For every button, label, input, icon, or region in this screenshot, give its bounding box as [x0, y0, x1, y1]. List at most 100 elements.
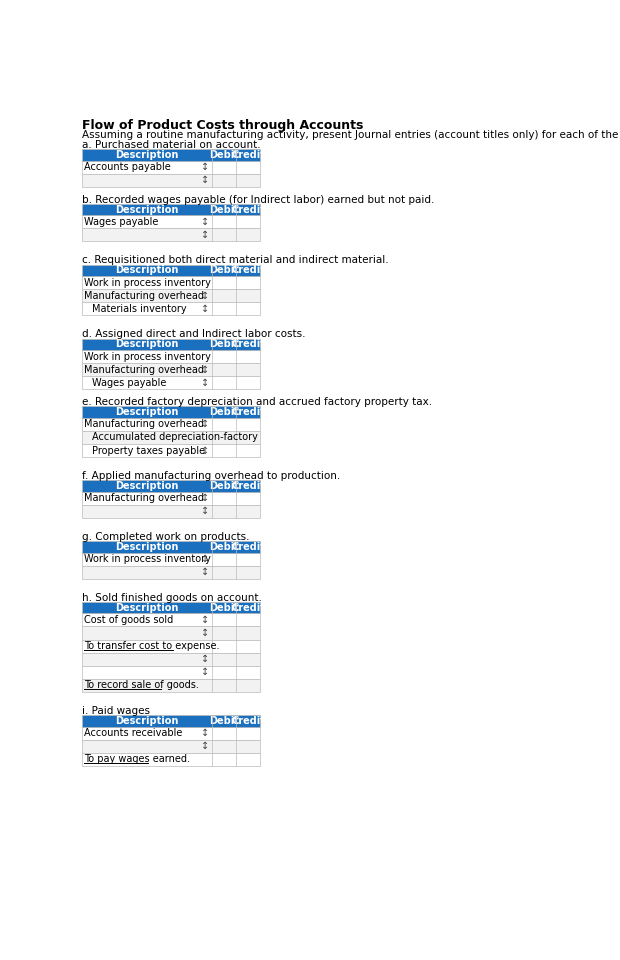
Text: Manufacturing overhead: Manufacturing overhead [84, 493, 205, 503]
Text: To record sale of goods.: To record sale of goods. [84, 681, 200, 690]
Text: Manufacturing overhead: Manufacturing overhead [84, 291, 205, 300]
Text: ↕: ↕ [200, 554, 209, 564]
Text: c. Requisitioned both direct material and indirect material.: c. Requisitioned both direct material an… [82, 255, 389, 265]
Text: d. Assigned direct and Indirect labor costs.: d. Assigned direct and Indirect labor co… [82, 329, 306, 339]
Bar [82, 431, 260, 444]
Text: Accounts receivable: Accounts receivable [84, 728, 183, 738]
Text: Credit: Credit [231, 265, 265, 276]
Text: Description: Description [115, 541, 179, 552]
Bar [82, 565, 260, 579]
Text: ↕: ↕ [200, 493, 209, 503]
Bar [82, 553, 260, 565]
Bar [82, 753, 260, 766]
Bar [82, 228, 260, 242]
Text: Debit: Debit [210, 481, 239, 491]
Text: Credit: Credit [231, 407, 265, 417]
Text: Accounts payable: Accounts payable [84, 162, 171, 172]
Bar [82, 739, 260, 753]
Text: Manufacturing overhead: Manufacturing overhead [84, 365, 205, 374]
Text: Wages payable: Wages payable [92, 378, 167, 388]
Text: Assuming a routine manufacturing activity, present Journal entries (account titl: Assuming a routine manufacturing activit… [82, 130, 620, 140]
Text: ↕: ↕ [200, 162, 209, 172]
Text: ↕: ↕ [200, 615, 209, 625]
Bar [82, 665, 260, 679]
Text: ↕: ↕ [200, 365, 209, 374]
Text: h. Sold finished goods on account.: h. Sold finished goods on account. [82, 592, 262, 603]
Text: Debit: Debit [210, 204, 239, 214]
Bar [82, 376, 260, 390]
Text: Description: Description [115, 481, 179, 491]
Text: Credit: Credit [231, 204, 265, 214]
Text: Flow of Product Costs through Accounts: Flow of Product Costs through Accounts [82, 119, 363, 132]
Bar [82, 302, 260, 316]
Text: Description: Description [115, 339, 179, 349]
Text: Debit: Debit [210, 407, 239, 417]
Text: Description: Description [115, 150, 179, 160]
Text: Credit: Credit [231, 716, 265, 726]
Bar [82, 444, 260, 457]
Bar [82, 160, 260, 174]
Bar [82, 350, 260, 363]
Text: ↕: ↕ [200, 445, 209, 456]
Bar [82, 363, 260, 376]
Bar [82, 727, 260, 739]
Text: Description: Description [115, 407, 179, 417]
Bar [82, 480, 260, 492]
Text: Work in process inventory: Work in process inventory [84, 351, 211, 362]
Text: ↕: ↕ [200, 217, 209, 227]
Text: ↕: ↕ [200, 667, 209, 678]
Text: ↕: ↕ [200, 506, 209, 516]
Text: Description: Description [115, 603, 179, 612]
Text: Materials inventory: Materials inventory [92, 304, 187, 314]
Text: Credit: Credit [231, 603, 265, 612]
Bar [82, 265, 260, 276]
Bar [82, 639, 260, 653]
Text: b. Recorded wages payable (for Indirect labor) earned but not paid.: b. Recorded wages payable (for Indirect … [82, 195, 435, 204]
Text: ↕: ↕ [200, 176, 209, 185]
Text: Credit: Credit [231, 481, 265, 491]
Bar [82, 204, 260, 215]
Text: ↕: ↕ [200, 728, 209, 738]
Text: ↕: ↕ [200, 420, 209, 429]
Text: Debit: Debit [210, 339, 239, 349]
Bar [82, 149, 260, 160]
Text: Accumulated depreciation-factory: Accumulated depreciation-factory [92, 432, 258, 443]
Bar [82, 339, 260, 350]
Bar [82, 602, 260, 613]
Text: Work in process inventory: Work in process inventory [84, 554, 211, 564]
Bar [82, 613, 260, 627]
Text: e. Recorded factory depreciation and accrued factory property tax.: e. Recorded factory depreciation and acc… [82, 397, 432, 407]
Text: Description: Description [115, 204, 179, 214]
Text: Credit: Credit [231, 150, 265, 160]
Text: f. Applied manufacturing overhead to production.: f. Applied manufacturing overhead to pro… [82, 471, 340, 481]
Text: To pay wages earned.: To pay wages earned. [84, 755, 190, 764]
Text: Description: Description [115, 265, 179, 276]
Text: Description: Description [115, 716, 179, 726]
Text: Debit: Debit [210, 541, 239, 552]
Bar [82, 541, 260, 553]
Text: Wages payable: Wages payable [84, 217, 159, 227]
Text: ↕: ↕ [200, 378, 209, 388]
Text: Credit: Credit [231, 541, 265, 552]
Text: Debit: Debit [210, 716, 239, 726]
Bar [82, 505, 260, 517]
Text: Credit: Credit [231, 339, 265, 349]
Text: ↕: ↕ [200, 291, 209, 300]
Text: Cost of goods sold: Cost of goods sold [84, 615, 174, 625]
Text: Debit: Debit [210, 603, 239, 612]
Bar [82, 418, 260, 431]
Text: ↕: ↕ [200, 741, 209, 752]
Bar [82, 215, 260, 228]
Text: Manufacturing overhead: Manufacturing overhead [84, 420, 205, 429]
Text: Debit: Debit [210, 265, 239, 276]
Text: ↕: ↕ [200, 567, 209, 577]
Text: Debit: Debit [210, 150, 239, 160]
Text: g. Completed work on products.: g. Completed work on products. [82, 532, 250, 541]
Text: ↕: ↕ [200, 230, 209, 240]
Bar [82, 715, 260, 727]
Bar [82, 276, 260, 289]
Bar [82, 289, 260, 302]
Text: a. Purchased material on account.: a. Purchased material on account. [82, 140, 261, 150]
Bar [82, 174, 260, 187]
Bar [82, 492, 260, 505]
